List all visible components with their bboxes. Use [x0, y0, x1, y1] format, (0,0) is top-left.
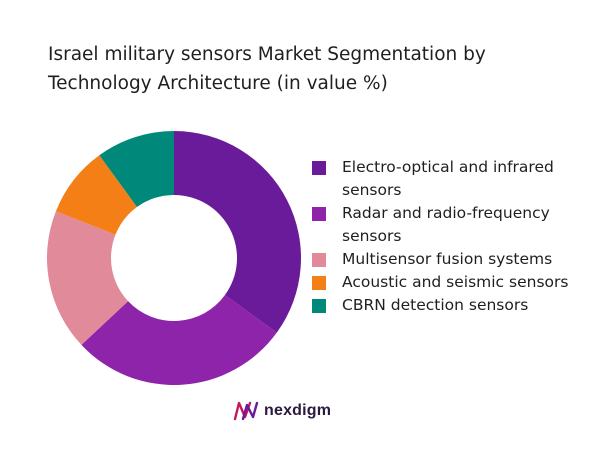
nexdigm-logo-icon	[233, 401, 259, 421]
brand-logo: nexdigm	[232, 398, 331, 424]
legend-label: Electro-optical and infrared sensors	[342, 158, 554, 199]
brand-name: nexdigm	[264, 402, 332, 419]
legend-swatch	[312, 161, 326, 175]
legend-swatch	[312, 207, 326, 221]
legend-label: CBRN detection sensors	[342, 296, 529, 314]
donut-chart	[46, 131, 301, 385]
donut-slice-1	[174, 131, 301, 333]
legend-item: Electro-optical and infrared sensors	[312, 156, 597, 202]
legend-item: Acoustic and seismic sensors	[312, 271, 597, 294]
chart-legend: Electro-optical and infrared sensors Rada…	[312, 156, 597, 317]
legend-label: Acoustic and seismic sensors	[342, 273, 569, 291]
legend-label: Multisensor fusion systems	[342, 250, 553, 268]
legend-swatch	[312, 253, 326, 267]
legend-label: Radar and radio-frequency sensors	[342, 204, 550, 245]
legend-item: Radar and radio-frequency sensors	[312, 202, 597, 248]
donut-slice-3	[46, 211, 129, 345]
legend-item: Multisensor fusion systems	[312, 248, 597, 271]
legend-swatch	[312, 276, 326, 290]
donut-slice-4	[55, 155, 137, 235]
chart-title: Israel military sensors Market Segmentat…	[48, 44, 486, 94]
legend-item: CBRN detection sensors	[312, 294, 597, 317]
donut-slice-5	[99, 131, 174, 208]
donut-slice-2	[81, 295, 277, 385]
legend-swatch	[312, 299, 326, 313]
